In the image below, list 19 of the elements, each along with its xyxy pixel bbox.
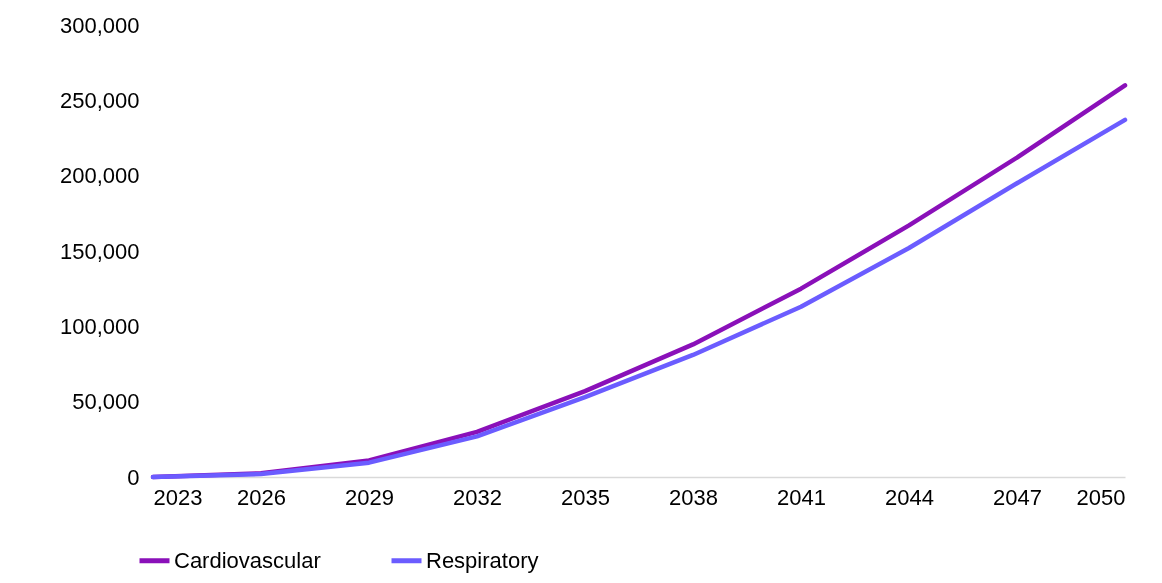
legend-label: Respiratory <box>426 547 539 573</box>
x-tick-label: 2047 <box>993 484 1042 510</box>
y-tick-label: 300,000 <box>59 12 140 38</box>
legend-label: Cardiovascular <box>174 547 321 573</box>
x-tick-label: 2035 <box>561 484 610 510</box>
x-tick-label: 2041 <box>777 484 826 510</box>
y-tick-label: 250,000 <box>59 87 140 113</box>
y-tick-label: 200,000 <box>59 163 140 189</box>
y-tick-label: 50,000 <box>72 389 140 415</box>
y-tick-label: 150,000 <box>59 238 140 264</box>
x-tick-label: 2038 <box>669 484 718 510</box>
x-tick-label: 2029 <box>345 484 394 510</box>
y-tick-label: 100,000 <box>59 313 140 339</box>
x-tick-label: 2023 <box>153 484 203 510</box>
x-tick-label: 2050 <box>1076 484 1126 510</box>
y-tick-label: 0 <box>127 464 140 490</box>
x-tick-label: 2026 <box>237 484 286 510</box>
x-tick-label: 2044 <box>885 484 934 510</box>
x-tick-label: 2032 <box>453 484 502 510</box>
